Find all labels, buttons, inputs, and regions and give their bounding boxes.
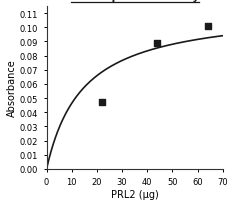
Point	[206, 25, 210, 28]
Title: PRL2 Specific Activity: PRL2 Specific Activity	[70, 0, 199, 2]
Point	[155, 42, 159, 45]
Y-axis label: Absorbance: Absorbance	[7, 59, 17, 117]
X-axis label: PRL2 (μg): PRL2 (μg)	[111, 189, 159, 199]
Point	[100, 101, 104, 104]
